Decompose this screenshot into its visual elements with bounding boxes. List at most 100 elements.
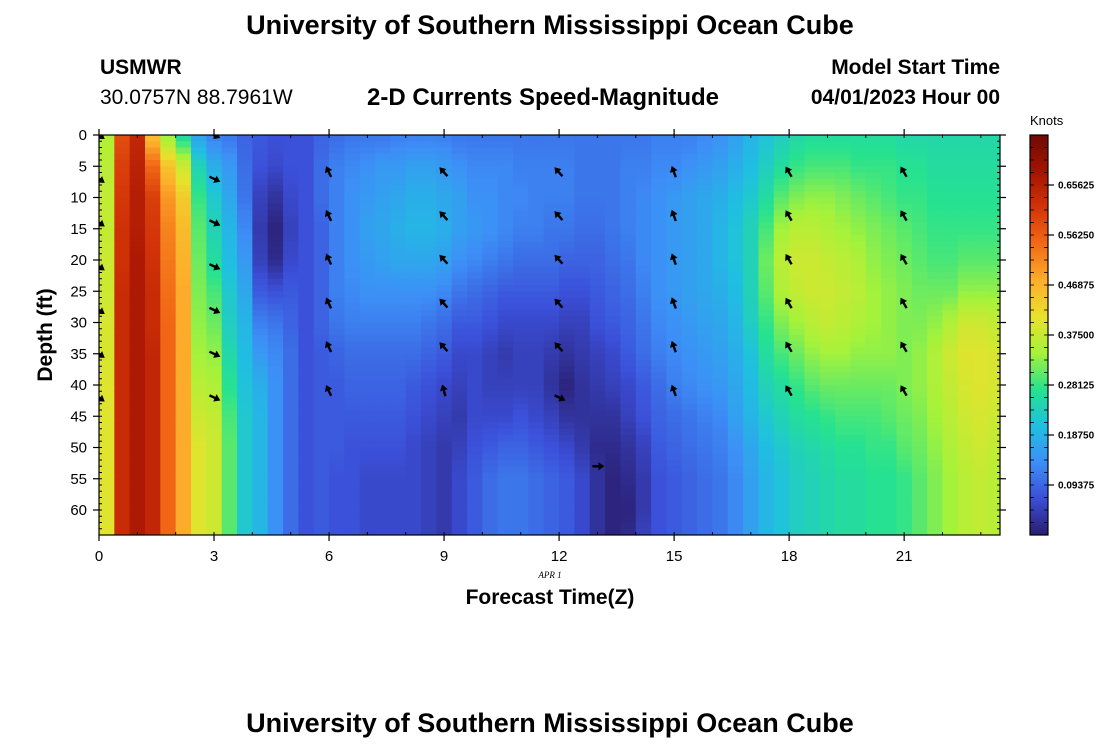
heatmap-cell	[881, 472, 898, 480]
heatmap-cell	[528, 435, 545, 442]
heatmap-cell	[881, 435, 898, 442]
heatmap-cell	[574, 491, 591, 499]
heatmap-cell	[957, 278, 974, 286]
heatmap-cell	[359, 197, 376, 205]
heatmap-cell	[528, 378, 545, 386]
heatmap-cell	[957, 460, 974, 467]
current-vector-arrow	[439, 211, 449, 221]
heatmap-cell	[175, 472, 192, 480]
heatmap-cell	[206, 435, 223, 442]
heatmap-cell	[129, 516, 146, 524]
heatmap-cell	[390, 403, 407, 411]
heatmap-cell	[528, 485, 545, 492]
heatmap-cell	[252, 197, 269, 205]
heatmap-cell	[405, 291, 422, 299]
arrow-head	[439, 298, 447, 306]
heatmap-cell	[865, 303, 882, 311]
heatmap-cell	[543, 510, 560, 517]
heatmap-cell	[99, 153, 115, 161]
heatmap-cell	[344, 503, 361, 511]
heatmap-cell	[283, 322, 299, 330]
heatmap-cell	[727, 360, 744, 367]
current-vector-arrow	[592, 462, 605, 471]
heatmap-cell	[329, 335, 345, 342]
heatmap-cell	[160, 160, 177, 167]
heatmap-cell	[773, 347, 790, 355]
heatmap-cell	[758, 253, 775, 261]
heatmap-cell	[681, 303, 698, 311]
heatmap-cell	[911, 328, 928, 336]
heatmap-cell	[973, 172, 990, 180]
heatmap-cell	[482, 528, 499, 535]
heatmap-cell	[145, 360, 161, 367]
current-vector-arrow	[900, 297, 908, 309]
heatmap-cell	[727, 235, 744, 242]
heatmap-cell	[865, 353, 882, 361]
heatmap-cell	[160, 360, 177, 367]
heatmap-cell	[405, 235, 422, 242]
heatmap-cell	[175, 366, 192, 374]
heatmap-cell	[421, 422, 437, 430]
heatmap-cell	[942, 353, 959, 361]
heatmap-cell	[375, 522, 391, 530]
heatmap-cell	[942, 222, 959, 230]
current-vector-arrow	[439, 384, 448, 397]
heatmap-cell	[267, 460, 284, 467]
colorbar-tick-label: 0.09375	[1058, 481, 1095, 492]
heatmap-cell	[758, 472, 775, 480]
heatmap-cell	[988, 441, 1000, 449]
current-vector-arrow	[208, 219, 221, 227]
heatmap-cell	[129, 178, 146, 186]
heatmap-cell	[804, 510, 821, 517]
heatmap-cell	[850, 428, 867, 436]
heatmap-cell	[681, 378, 698, 386]
heatmap-cell	[267, 241, 284, 249]
heatmap-cell	[927, 253, 944, 261]
heatmap-cell	[267, 328, 284, 336]
heatmap-cell	[375, 391, 391, 399]
heatmap-cell	[344, 310, 361, 317]
heatmap-cell	[482, 460, 499, 467]
heatmap-cell	[911, 428, 928, 436]
heatmap-cell	[789, 172, 806, 180]
heatmap-cell	[252, 260, 269, 267]
heatmap-cell	[635, 303, 652, 311]
heatmap-cell	[497, 253, 514, 261]
heatmap-cell	[390, 460, 407, 467]
heatmap-cell	[620, 491, 637, 499]
heatmap-cell	[298, 528, 315, 535]
heatmap-cell	[635, 416, 652, 424]
heatmap-cell	[129, 422, 146, 430]
heatmap-cell	[881, 391, 898, 399]
heatmap-cell	[114, 247, 131, 255]
heatmap-cell	[252, 353, 269, 361]
heatmap-cell	[789, 303, 806, 311]
heatmap-cell	[804, 403, 821, 411]
heatmap-cell	[605, 447, 622, 455]
heatmap-cell	[758, 291, 775, 299]
heatmap-cell	[773, 285, 790, 292]
heatmap-cell	[804, 166, 821, 174]
heatmap-cell	[129, 272, 146, 280]
heatmap-cell	[359, 353, 376, 361]
heatmap-cell	[543, 191, 560, 199]
heatmap-cell	[789, 447, 806, 455]
heatmap-cell	[651, 153, 668, 161]
heatmap-cell	[359, 372, 376, 380]
heatmap-cell	[605, 297, 622, 305]
heatmap-cell	[513, 478, 530, 486]
heatmap-cell	[206, 303, 223, 311]
date-label: APR 1	[537, 570, 561, 580]
heatmap-cell	[252, 497, 269, 505]
heatmap-cell	[405, 272, 422, 280]
heatmap-cell	[635, 510, 652, 517]
heatmap-cell	[283, 478, 299, 486]
heatmap-cell	[697, 528, 714, 535]
heatmap-cell	[881, 497, 898, 505]
heatmap-cell	[804, 147, 821, 155]
heatmap-cell	[574, 478, 591, 486]
heatmap-cell	[850, 453, 867, 461]
heatmap-cell	[651, 328, 668, 336]
heatmap-cell	[942, 322, 959, 330]
heatmap-cell	[528, 328, 545, 336]
